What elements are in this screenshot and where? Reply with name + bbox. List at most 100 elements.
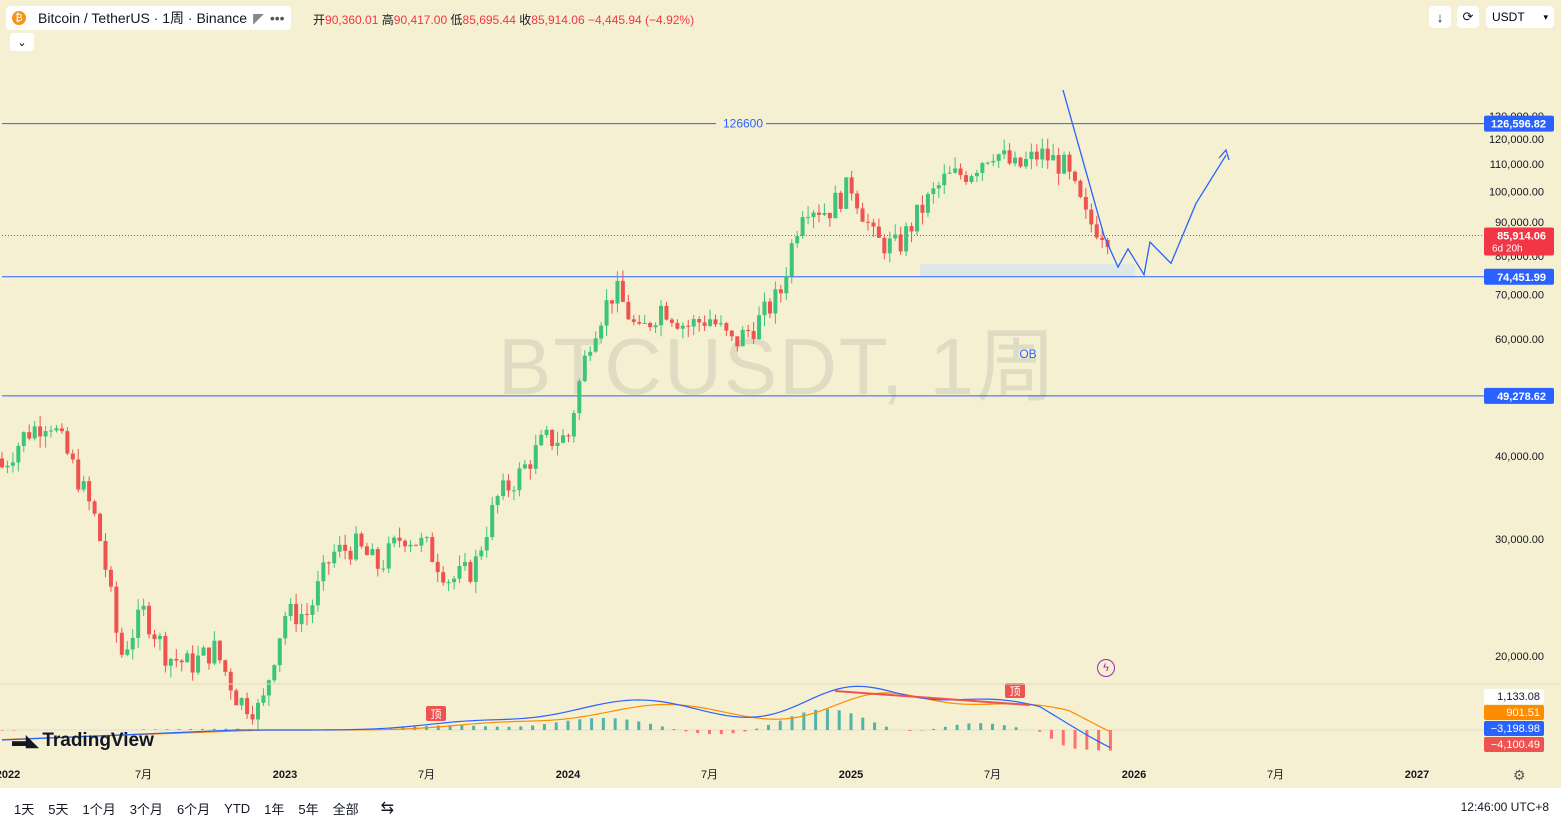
macd-hist-bar: [212, 728, 216, 730]
ob-label: OB: [1019, 347, 1036, 361]
macd-hist-bar: [519, 726, 523, 730]
flag-icon[interactable]: ◤: [253, 9, 264, 26]
candle-body: [822, 212, 827, 215]
range-1d[interactable]: 1天: [14, 801, 35, 817]
candle-body: [838, 192, 843, 209]
macd-hist-bar: [920, 730, 924, 731]
candle-body: [255, 702, 260, 720]
macd-hist-bar: [719, 730, 723, 735]
candle-body: [435, 561, 440, 573]
compare-icon[interactable]: ⇆: [380, 800, 395, 817]
candle-body: [735, 336, 740, 347]
lightning-icon[interactable]: ϟ: [1097, 659, 1115, 677]
range-1m[interactable]: 1个月: [82, 801, 116, 817]
macd-hist-bar: [224, 728, 228, 730]
download-icon[interactable]: ↓: [1429, 6, 1451, 28]
range-5y[interactable]: 5年: [298, 801, 319, 817]
macd-hist-bar: [908, 730, 912, 731]
x-tick-label: 2027: [1405, 769, 1429, 781]
candle-body: [261, 695, 266, 703]
candle-body: [343, 544, 348, 551]
candle-body: [457, 566, 462, 579]
candle-body: [108, 569, 113, 587]
top-marker-bg: [1005, 683, 1025, 698]
macd-hist-bar: [601, 717, 605, 730]
macd-hist-bar: [696, 730, 700, 734]
macd-hist-bar: [837, 710, 841, 730]
x-tick-label: 2023: [273, 769, 297, 781]
chevron-down-icon: ▾: [1543, 11, 1548, 22]
candle-body: [550, 429, 555, 446]
candle-body: [778, 289, 783, 294]
candle-body: [430, 537, 435, 562]
candle-body: [21, 432, 26, 446]
timezone-clock[interactable]: 12:46:00 UTC+8: [1460, 800, 1549, 814]
currency-select[interactable]: USDT ▾: [1486, 6, 1554, 28]
candle-body: [70, 453, 75, 460]
candle-body: [479, 550, 484, 557]
range-toolbar: 1天 5天 1个月 3个月 6个月 YTD 1年 5年 全部 ⇆: [0, 788, 1561, 828]
macd-hist-bar: [578, 719, 582, 730]
candle-body: [234, 690, 239, 706]
macd-hist-bar: [743, 730, 747, 732]
macd-hist-bar: [825, 709, 829, 730]
candle-body: [642, 323, 647, 325]
macd-value-tag: −3,198.98: [1491, 723, 1540, 735]
x-tick-label: 2024: [556, 769, 581, 781]
candle-body: [87, 481, 92, 502]
macd-hist-bar: [236, 728, 240, 730]
range-1y[interactable]: 1年: [264, 801, 285, 817]
refresh-icon[interactable]: ⟳: [1457, 6, 1479, 28]
top-line-label-bg: [716, 115, 766, 132]
top-marker-label: 顶: [431, 708, 442, 721]
divergence-line: [834, 690, 1031, 706]
symbol-title[interactable]: Bitcoin / TetherUS · 1周 · Binance: [38, 10, 248, 26]
candle-body: [1013, 157, 1018, 164]
ohlc-low-label: 低: [450, 13, 463, 27]
candle-body: [615, 280, 620, 304]
candle-body: [92, 501, 97, 514]
candle-body: [228, 671, 233, 691]
candle-body: [953, 168, 958, 173]
price-chart[interactable]: 130,000.00120,000.00110,000.00100,000.00…: [0, 0, 1561, 790]
range-3m[interactable]: 3个月: [129, 801, 163, 817]
candle-body: [789, 243, 794, 277]
candle-body: [762, 301, 767, 316]
candle-body: [452, 578, 457, 583]
candle-body: [697, 319, 702, 323]
candle-body: [544, 429, 549, 435]
macd-hist-bar: [649, 723, 653, 730]
macd-hist-bar: [778, 720, 782, 730]
range-6m[interactable]: 6个月: [176, 801, 211, 817]
candle-body: [315, 581, 320, 606]
macd-value-tag: 1,133.08: [1497, 691, 1540, 703]
ohlc-open-label: 开: [313, 13, 326, 27]
projection-arrowhead: [1218, 148, 1230, 161]
candle-body: [163, 635, 168, 666]
symbol-box[interactable]: ₿ Bitcoin / TetherUS · 1周 · Binance ◤ ••…: [6, 6, 291, 30]
gear-icon[interactable]: ⚙: [1513, 767, 1526, 783]
candle-body: [871, 222, 876, 227]
candle-body: [185, 653, 190, 663]
macd-hist-bar: [814, 709, 818, 730]
range-all[interactable]: 全部: [332, 801, 359, 817]
x-tick-label: 2025: [839, 769, 863, 781]
candle-body: [506, 480, 511, 491]
candle-body: [539, 434, 544, 446]
projection-path: [1062, 89, 1227, 277]
candle-body: [599, 325, 604, 339]
candle-body: [501, 480, 506, 497]
range-5d[interactable]: 5天: [48, 801, 69, 817]
candle-body: [408, 544, 413, 547]
candle-body: [610, 300, 615, 304]
range-ytd[interactable]: YTD: [224, 800, 251, 816]
more-icon[interactable]: •••: [269, 10, 285, 26]
macd-value-tag-bg: [1484, 689, 1544, 704]
candle-body: [958, 168, 963, 176]
candle-body: [114, 586, 119, 633]
candle-body: [915, 204, 920, 232]
currency-value: USDT: [1492, 10, 1525, 24]
collapse-icon[interactable]: ⌄: [10, 33, 34, 51]
macd-hist-bar: [189, 729, 193, 730]
